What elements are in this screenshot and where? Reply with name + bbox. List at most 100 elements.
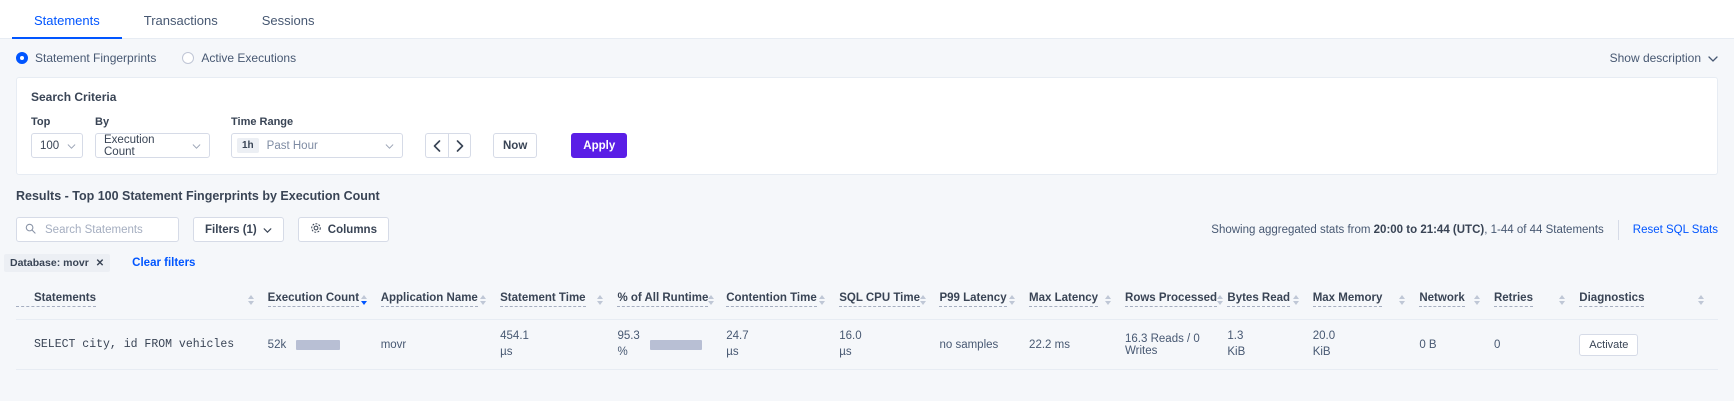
sort-toggle[interactable] (708, 294, 715, 305)
gear-icon (310, 222, 322, 237)
sort-toggle[interactable] (247, 294, 254, 305)
search-criteria-panel: Search Criteria Top 100 By Execution Cou… (16, 77, 1718, 175)
statements-table-wrap: Statements Execution Count Application N… (16, 282, 1718, 371)
statements-table: Statements Execution Count Application N… (16, 282, 1718, 371)
search-statements-box[interactable] (16, 217, 179, 242)
sort-toggle[interactable] (1698, 294, 1704, 305)
by-field: By Execution Count (95, 116, 210, 158)
time-range-select[interactable]: 1h Past Hour (231, 133, 403, 158)
sort-toggle[interactable] (597, 294, 604, 305)
sort-toggle[interactable] (1473, 294, 1480, 305)
statement-time-stack: 454.1 µs (500, 329, 529, 360)
search-icon (25, 223, 36, 237)
pct-runtime-bar (649, 339, 702, 350)
filters-label: Filters (1) (205, 223, 257, 236)
chevron-down-icon (263, 224, 272, 236)
show-description-toggle[interactable]: Show description (1610, 51, 1718, 65)
search-statements-input[interactable] (43, 222, 170, 237)
filter-chip-database[interactable]: Database: movr ✕ (4, 254, 111, 272)
sort-toggle[interactable] (360, 294, 367, 305)
showing-range: 20:00 to 21:44 (UTC) (1373, 223, 1485, 236)
execution-count-barcell: 52k (268, 339, 381, 351)
tab-statements[interactable]: Statements (12, 14, 122, 39)
col-max-memory-label: Max Memory (1312, 292, 1383, 307)
sort-toggle[interactable] (1105, 294, 1112, 305)
sort-toggle[interactable] (480, 294, 487, 305)
col-max-latency-label: Max Latency (1029, 292, 1099, 307)
col-rows-processed[interactable]: Rows Processed (1125, 282, 1228, 320)
statement-time-value: 454.1 (500, 330, 529, 342)
statement-link[interactable]: SELECT city, id FROM vehicles (34, 338, 235, 352)
col-application-name[interactable]: Application Name (380, 282, 501, 320)
apply-button[interactable]: Apply (571, 133, 628, 158)
cell-retries: 0 (1493, 319, 1580, 371)
bytes-read-stack: 1.3 KiB (1227, 329, 1245, 360)
radio-statement-fingerprints[interactable]: Statement Fingerprints (16, 51, 156, 65)
col-bytes-read[interactable]: Bytes Read (1227, 282, 1313, 320)
col-pct-all-runtime-label: % of All Runtime (617, 292, 709, 307)
reset-sql-stats-link[interactable]: Reset SQL Stats (1632, 223, 1718, 236)
showing-stats-text: Showing aggregated stats from 20:00 to 2… (1211, 224, 1603, 236)
sort-toggle[interactable] (1009, 294, 1016, 305)
cell-network: 0 B (1419, 319, 1494, 371)
search-criteria-title: Search Criteria (31, 90, 117, 104)
col-max-latency[interactable]: Max Latency (1029, 282, 1126, 320)
pct-runtime-stack: 95.3 % (617, 329, 639, 360)
sort-toggle[interactable] (1292, 294, 1299, 305)
radio-unchecked-icon (182, 52, 195, 64)
radio-active-executions-label: Active Executions (201, 51, 297, 65)
execution-count-value: 52k (267, 338, 287, 351)
col-max-memory[interactable]: Max Memory (1312, 282, 1420, 320)
chevron-down-icon (377, 141, 394, 151)
col-pct-all-runtime[interactable]: % of All Runtime (617, 282, 727, 320)
clear-filters-link[interactable]: Clear filters (132, 257, 196, 269)
col-execution-count[interactable]: Execution Count (267, 282, 381, 320)
col-p99-latency[interactable]: P99 Latency (939, 282, 1030, 320)
activate-diagnostics-button[interactable]: Activate (1579, 333, 1639, 356)
col-execution-count-label: Execution Count (267, 292, 360, 307)
filter-chip-label: Database: movr (10, 257, 89, 269)
col-contention-time[interactable]: Contention Time (726, 282, 840, 320)
top-value: 100 (40, 139, 60, 152)
view-toggle-row: Statement Fingerprints Active Executions… (0, 39, 1734, 77)
columns-button[interactable]: Columns (297, 217, 389, 242)
time-next-button[interactable] (448, 133, 471, 158)
bytes-read-unit: KiB (1227, 345, 1246, 358)
contention-time-unit: µs (726, 345, 739, 358)
main-tabbar: Statements Transactions Sessions (0, 0, 1734, 39)
cell-contention-time: 24.7 µs (726, 319, 840, 371)
col-statements[interactable]: Statements (16, 282, 268, 320)
time-prev-button[interactable] (425, 133, 448, 158)
col-sql-cpu-time[interactable]: SQL CPU Time (839, 282, 940, 320)
tab-transactions[interactable]: Transactions (143, 13, 218, 28)
time-range-label: Time Range (231, 116, 294, 128)
col-diagnostics[interactable]: Diagnostics (1579, 282, 1718, 320)
sort-toggle[interactable] (1399, 294, 1406, 305)
col-retries[interactable]: Retries (1493, 282, 1580, 320)
top-field: Top 100 (31, 116, 83, 158)
cell-sql-cpu-time: 16.0 µs (839, 319, 940, 371)
tab-sessions[interactable]: Sessions (261, 13, 315, 28)
top-select[interactable]: 100 (31, 133, 83, 158)
sql-cpu-time-unit: µs (839, 345, 852, 358)
sort-toggle[interactable] (919, 294, 926, 305)
time-nav-group (425, 133, 471, 158)
contention-time-stack: 24.7 µs (726, 329, 748, 360)
cell-diagnostics: Activate (1579, 319, 1718, 371)
col-network[interactable]: Network (1419, 282, 1494, 320)
table-body: SELECT city, id FROM vehicles 52k movr 4… (16, 319, 1718, 371)
by-select[interactable]: Execution Count (95, 133, 210, 158)
now-button[interactable]: Now (493, 133, 538, 158)
filters-button[interactable]: Filters (1) (193, 217, 284, 242)
sort-toggle[interactable] (1217, 294, 1224, 305)
table-row[interactable]: SELECT city, id FROM vehicles 52k movr 4… (16, 319, 1718, 371)
time-range-pill: 1h (237, 138, 259, 153)
radio-statement-fingerprints-label: Statement Fingerprints (35, 51, 157, 65)
application-name-value: movr (380, 338, 407, 351)
by-value: Execution Count (104, 133, 155, 158)
radio-active-executions[interactable]: Active Executions (182, 51, 296, 65)
close-icon[interactable]: ✕ (95, 257, 105, 269)
sort-toggle[interactable] (1559, 294, 1566, 305)
sort-toggle[interactable] (819, 294, 826, 305)
col-statement-time[interactable]: Statement Time (500, 282, 618, 320)
